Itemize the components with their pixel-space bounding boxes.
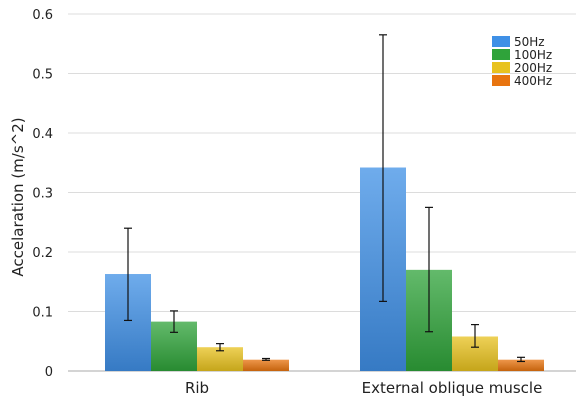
error-bar-100hz-external-oblique-muscle — [425, 206, 433, 333]
bar-400hz-rib — [243, 359, 289, 371]
legend-label-50hz: 50Hz — [514, 35, 545, 49]
error-bar-400hz-rib — [262, 357, 270, 361]
y-tick-label: 0.4 — [32, 127, 53, 142]
legend-label-400hz: 400Hz — [514, 74, 552, 88]
error-bar-200hz-rib — [216, 343, 224, 352]
legend-swatch-50hz — [492, 36, 510, 47]
gridlines — [68, 13, 576, 312]
x-tick-label: Rib — [185, 379, 209, 397]
y-tick-label: 0.2 — [32, 246, 53, 261]
error-bar-50hz-rib — [124, 227, 132, 322]
error-bars — [124, 34, 525, 363]
legend-label-200hz: 200Hz — [514, 61, 552, 75]
y-tick-label: 0.5 — [32, 68, 53, 83]
bar-400hz-external-oblique-muscle — [498, 359, 544, 371]
legend-swatch-100hz — [492, 49, 510, 60]
error-bar-400hz-external-oblique-muscle — [517, 356, 525, 363]
y-tick-label: 0.6 — [32, 8, 53, 23]
error-bar-50hz-external-oblique-muscle — [379, 34, 387, 302]
bar-200hz-rib — [197, 347, 243, 371]
legend-swatch-400hz — [492, 75, 510, 86]
error-bar-100hz-rib — [170, 310, 178, 333]
legend-swatch-200hz — [492, 62, 510, 73]
legend-label-100hz: 100Hz — [514, 48, 552, 62]
labels: Accelaration (m/s^2) 0 0.1 0.2 0.3 0.4 0.5 0.6… — [9, 8, 542, 397]
y-tick-label: 0.1 — [32, 306, 53, 321]
x-tick-label: External oblique muscle — [362, 379, 543, 397]
y-tick-label: 0 — [45, 365, 53, 380]
y-axis-label: Accelaration (m/s^2) — [9, 117, 27, 276]
bars — [105, 167, 544, 371]
y-tick-label: 0.3 — [32, 187, 53, 202]
error-bar-200hz-external-oblique-muscle — [471, 323, 479, 348]
